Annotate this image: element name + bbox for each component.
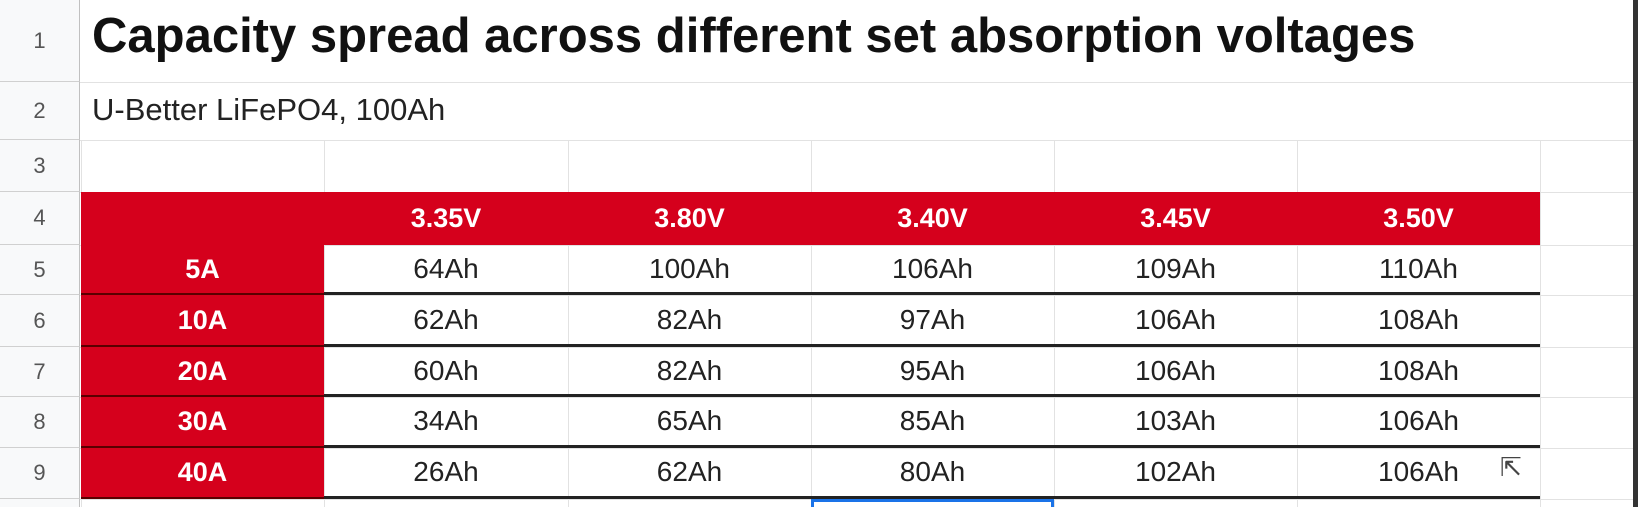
capacity-cell[interactable]: 106Ah [1297, 448, 1540, 499]
capacity-cell[interactable]: 106Ah [1054, 295, 1297, 347]
row-header-current[interactable]: 5A [81, 245, 324, 295]
column-gridline [1540, 140, 1541, 507]
capacity-cell[interactable]: 64Ah [324, 245, 568, 295]
capacity-cell[interactable]: 97Ah [811, 295, 1054, 347]
row-header[interactable]: 2 [0, 82, 80, 140]
column-gridline [811, 140, 812, 507]
row-header[interactable]: 1 [0, 0, 80, 82]
capacity-cell[interactable]: 62Ah [324, 295, 568, 347]
sheet-title[interactable]: Capacity spread across different set abs… [92, 9, 1416, 63]
header-corner-cell[interactable] [81, 192, 324, 245]
capacity-cell[interactable]: 106Ah [1054, 347, 1297, 397]
column-header-voltage[interactable]: 3.45V [1054, 192, 1297, 245]
column-header-voltage[interactable]: 3.80V [568, 192, 811, 245]
capacity-cell[interactable]: 26Ah [324, 448, 568, 499]
column-gridline [1054, 140, 1055, 507]
row-gridline [80, 140, 1633, 141]
row-header[interactable]: 6 [0, 295, 80, 347]
row-header-current[interactable]: 20A [81, 347, 324, 397]
row-header-current[interactable]: 10A [81, 295, 324, 347]
capacity-cell[interactable]: 102Ah [1054, 448, 1297, 499]
capacity-cell[interactable]: 34Ah [324, 397, 568, 448]
column-header-voltage[interactable]: 3.50V [1297, 192, 1540, 245]
capacity-cell[interactable]: 106Ah [811, 245, 1054, 295]
row-header[interactable]: 9 [0, 448, 80, 499]
row-header[interactable]: 3 [0, 140, 80, 192]
row-header[interactable] [0, 499, 80, 507]
column-header-voltage[interactable]: 3.35V [324, 192, 568, 245]
capacity-cell[interactable]: 65Ah [568, 397, 811, 448]
capacity-cell[interactable]: 62Ah [568, 448, 811, 499]
capacity-cell[interactable]: 110Ah [1297, 245, 1540, 295]
capacity-cell[interactable]: 80Ah [811, 448, 1054, 499]
capacity-cell[interactable]: 82Ah [568, 295, 811, 347]
row-gridline [80, 295, 1633, 296]
capacity-cell[interactable]: 60Ah [324, 347, 568, 397]
column-header-voltage[interactable]: 3.40V [811, 192, 1054, 245]
row-header[interactable]: 5 [0, 245, 80, 295]
capacity-cell[interactable]: 95Ah [811, 347, 1054, 397]
row-header[interactable]: 4 [0, 192, 80, 245]
row-gridline [80, 347, 1633, 348]
row-gridline [80, 82, 1633, 83]
column-gridline [568, 140, 569, 507]
capacity-cell[interactable]: 108Ah [1297, 295, 1540, 347]
capacity-cell[interactable]: 103Ah [1054, 397, 1297, 448]
capacity-cell[interactable]: 100Ah [568, 245, 811, 295]
capacity-cell[interactable]: 106Ah [1297, 397, 1540, 448]
row-header-current[interactable]: 40A [81, 448, 324, 499]
capacity-cell[interactable]: 108Ah [1297, 347, 1540, 397]
selected-cell[interactable] [811, 499, 1054, 507]
row-gridline [80, 397, 1633, 398]
row-header[interactable]: 8 [0, 397, 80, 448]
row-gridline [80, 448, 1633, 449]
window-edge [1633, 0, 1638, 507]
mouse-cursor-icon: ⇱ [1500, 452, 1522, 482]
row-header[interactable]: 7 [0, 347, 80, 397]
row-gridline [80, 245, 1633, 246]
row-header-current[interactable]: 30A [81, 397, 324, 448]
sheet-subtitle[interactable]: U-Better LiFePO4, 100Ah [92, 92, 446, 127]
column-gridline [1297, 140, 1298, 507]
capacity-cell[interactable]: 82Ah [568, 347, 811, 397]
capacity-cell[interactable]: 109Ah [1054, 245, 1297, 295]
capacity-cell[interactable]: 85Ah [811, 397, 1054, 448]
column-gridline [324, 140, 325, 507]
